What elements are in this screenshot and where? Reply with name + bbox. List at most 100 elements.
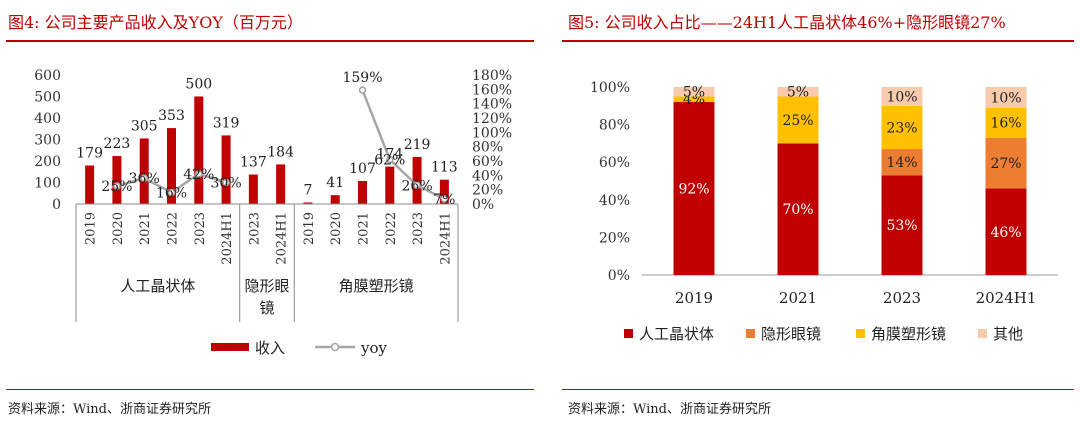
legend-label: 收入 bbox=[255, 339, 285, 357]
bar-value-label: 500 bbox=[185, 77, 212, 93]
x-tick-label: 2021 bbox=[779, 289, 817, 307]
bar-value-label: 7 bbox=[303, 182, 312, 198]
bar bbox=[276, 164, 286, 204]
yoy-line bbox=[361, 89, 445, 201]
bar-value-label: 184 bbox=[267, 144, 294, 160]
yoy-value-label: 30% bbox=[211, 176, 242, 192]
y-right-tick-label: 160% bbox=[472, 82, 512, 98]
legend-label: 人工晶状体 bbox=[639, 325, 714, 343]
bar-value-label: 219 bbox=[404, 137, 431, 153]
x-tick-label: 2023 bbox=[411, 212, 426, 245]
title-rule-right bbox=[562, 40, 1074, 42]
bar-value-label: 319 bbox=[213, 115, 240, 131]
y-right-tick-label: 0% bbox=[472, 197, 494, 213]
bar bbox=[412, 156, 422, 204]
x-tick-label: 2020 bbox=[329, 212, 344, 245]
y-left-tick-label: 500 bbox=[34, 90, 61, 106]
x-tick-label: 2024H1 bbox=[220, 212, 235, 265]
bar bbox=[439, 179, 449, 204]
yoy-point bbox=[167, 188, 176, 197]
yoy-value-label: 25% bbox=[101, 179, 132, 195]
bar bbox=[358, 180, 367, 204]
yoy-point bbox=[413, 181, 421, 190]
chart-title-right: 图5: 公司收入占比——24H1人工晶状体46%+隐形眼镜27% bbox=[568, 13, 1006, 32]
y-right-tick-label: 140% bbox=[472, 97, 512, 113]
yoy-value-label: 26% bbox=[402, 178, 433, 194]
bar-value-label: 353 bbox=[158, 108, 185, 124]
y-tick-label: 0% bbox=[608, 268, 630, 284]
x-tick-label: 2024H1 bbox=[275, 212, 290, 265]
stacked-bar-segment bbox=[881, 175, 923, 275]
y-tick-label: 100% bbox=[590, 80, 630, 96]
segment-value-label: 92% bbox=[678, 182, 709, 198]
stacked-bar-segment bbox=[881, 87, 923, 106]
yoy-point bbox=[358, 86, 367, 94]
y-right-tick-label: 20% bbox=[472, 183, 503, 199]
yoy-value-label: 16% bbox=[156, 186, 187, 202]
y-left-tick-label: 100 bbox=[34, 176, 61, 192]
legend-swatch bbox=[624, 329, 633, 338]
x-tick-label: 2023 bbox=[193, 212, 208, 245]
y-right-tick-label: 180% bbox=[472, 68, 512, 84]
x-tick-label: 2022 bbox=[384, 212, 399, 245]
x-tick-label: 2023 bbox=[883, 289, 921, 307]
segment-value-label: 23% bbox=[886, 120, 917, 136]
y-left-tick-label: 0 bbox=[52, 197, 61, 213]
stacked-bar-segment bbox=[673, 87, 715, 97]
chart-panel-right: 图5: 公司收入占比——24H1人工晶状体46%+隐形眼镜27% 0% 20% 40… bbox=[560, 0, 1080, 426]
x-tick-label: 2019 bbox=[302, 212, 317, 245]
y-left-tick-label: 600 bbox=[34, 68, 61, 84]
segment-value-label: 10% bbox=[886, 89, 917, 105]
yoy-point bbox=[140, 174, 149, 182]
bar bbox=[112, 156, 122, 204]
bar-value-label: 179 bbox=[76, 146, 103, 162]
x-tick-label: 2022 bbox=[166, 212, 181, 245]
y-right-tick-label: 80% bbox=[472, 140, 503, 156]
stacked-bar-segment bbox=[673, 102, 715, 275]
yoy-point bbox=[222, 178, 230, 187]
bar bbox=[303, 202, 313, 204]
bar-value-label: 137 bbox=[240, 155, 267, 171]
bar-value-label: 41 bbox=[326, 175, 344, 191]
bar bbox=[194, 96, 204, 204]
yoy-value-label: 62% bbox=[374, 153, 405, 169]
legend-label: 角膜塑形镜 bbox=[871, 325, 946, 343]
legend-label: yoy bbox=[360, 339, 388, 357]
yoy-point bbox=[194, 170, 203, 178]
bar-value-label: 113 bbox=[431, 160, 458, 176]
bar bbox=[139, 138, 149, 204]
stacked-bar-segment bbox=[777, 143, 819, 275]
legend-swatch bbox=[978, 329, 987, 338]
chart-panel-left: 图4: 公司主要产品收入及YOY（百万元） 0 100 200 300 400 500 60… bbox=[0, 0, 536, 426]
segment-value-label: 70% bbox=[782, 202, 813, 218]
legend-label: 其他 bbox=[993, 325, 1023, 343]
x-tick-label: 2024H1 bbox=[976, 289, 1037, 307]
source-rule-right bbox=[562, 389, 1074, 390]
bar bbox=[221, 135, 231, 204]
legend-swatch bbox=[211, 343, 249, 351]
segment-value-label: 46% bbox=[990, 225, 1021, 241]
group-label: 角膜塑形镜 bbox=[339, 277, 414, 295]
y-tick-label: 20% bbox=[599, 230, 630, 246]
stacked-bar-segment bbox=[985, 107, 1027, 138]
segment-value-label: 10% bbox=[990, 90, 1021, 106]
bar-value-label: 107 bbox=[349, 161, 376, 177]
bar bbox=[330, 195, 340, 204]
stacked-bar-segment bbox=[777, 96, 819, 144]
y-right-tick-label: 120% bbox=[472, 111, 512, 127]
y-right-tick-label: 100% bbox=[472, 125, 512, 141]
y-left-tick-label: 200 bbox=[34, 154, 61, 170]
yoy-value-label: 7% bbox=[433, 192, 455, 208]
segment-value-label: 14% bbox=[886, 155, 917, 171]
group-label: 人工晶状体 bbox=[120, 277, 195, 295]
group-label: 隐形眼 bbox=[244, 277, 289, 295]
segment-value-label: 53% bbox=[886, 218, 917, 234]
legend-swatch bbox=[856, 329, 865, 338]
bar bbox=[385, 166, 395, 204]
stacked-bar-segment bbox=[881, 105, 923, 150]
stacked-bar-segment bbox=[985, 137, 1027, 189]
segment-value-label: 5% bbox=[683, 85, 705, 101]
bar bbox=[167, 128, 176, 204]
x-tick-label: 2023 bbox=[247, 212, 262, 245]
segment-value-label: 5% bbox=[787, 85, 809, 101]
